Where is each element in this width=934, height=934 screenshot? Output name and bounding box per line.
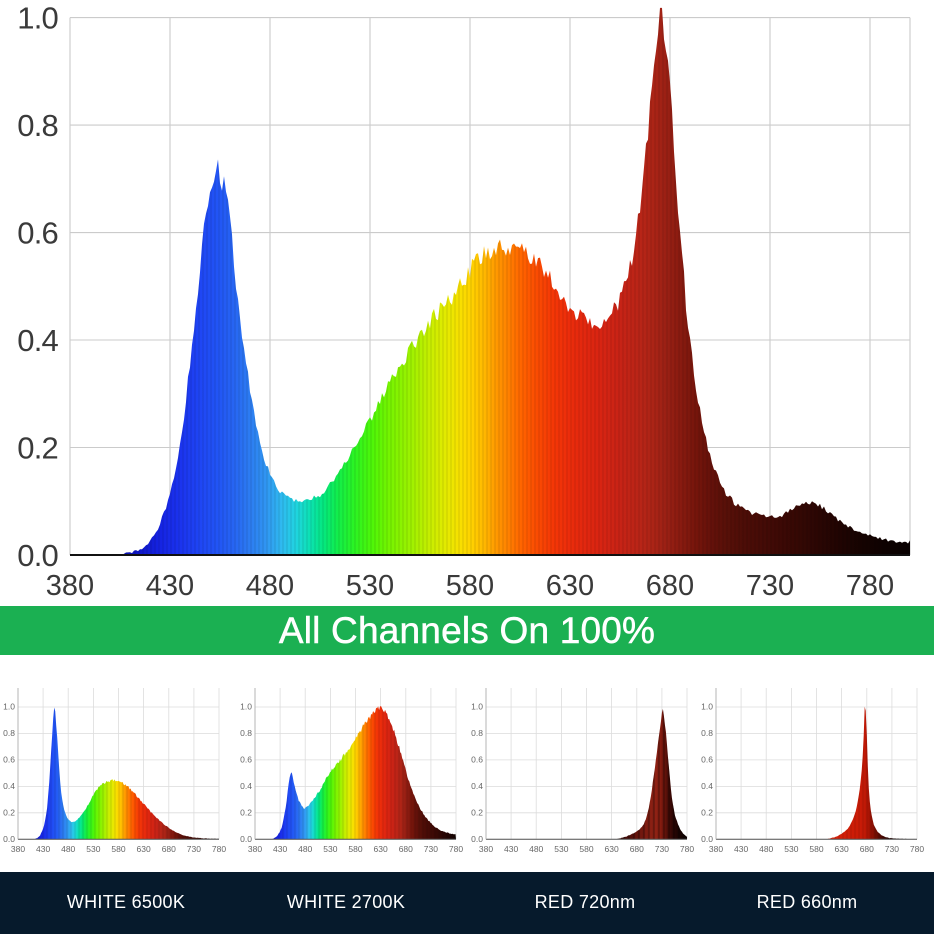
svg-text:680: 680 [399, 844, 413, 854]
svg-text:1.0: 1.0 [471, 702, 483, 712]
svg-text:530: 530 [346, 570, 394, 602]
svg-text:0.6: 0.6 [17, 216, 58, 251]
svg-text:630: 630 [605, 844, 619, 854]
svg-text:630: 630 [137, 844, 151, 854]
svg-text:0.8: 0.8 [701, 728, 713, 738]
svg-text:430: 430 [36, 844, 50, 854]
svg-text:480: 480 [61, 844, 75, 854]
svg-text:430: 430 [273, 844, 287, 854]
svg-text:780: 780 [449, 844, 463, 854]
svg-text:530: 530 [86, 844, 100, 854]
svg-text:0.6: 0.6 [3, 755, 15, 765]
svg-text:0.0: 0.0 [17, 538, 58, 573]
svg-text:780: 780 [910, 844, 924, 854]
svg-text:0.0: 0.0 [3, 834, 15, 844]
svg-text:580: 580 [579, 844, 593, 854]
svg-text:1.0: 1.0 [17, 1, 58, 36]
svg-text:380: 380 [248, 844, 262, 854]
svg-text:780: 780 [680, 844, 694, 854]
svg-text:0.6: 0.6 [701, 755, 713, 765]
svg-text:480: 480 [759, 844, 773, 854]
svg-text:380: 380 [709, 844, 723, 854]
svg-text:630: 630 [374, 844, 388, 854]
svg-text:680: 680 [860, 844, 874, 854]
svg-text:0.2: 0.2 [471, 807, 483, 817]
svg-text:0.2: 0.2 [3, 807, 15, 817]
svg-text:780: 780 [846, 570, 894, 602]
svg-text:630: 630 [835, 844, 849, 854]
svg-text:1.0: 1.0 [240, 702, 252, 712]
svg-text:0.4: 0.4 [17, 323, 58, 358]
svg-text:0.6: 0.6 [471, 755, 483, 765]
svg-text:0.2: 0.2 [240, 807, 252, 817]
svg-text:680: 680 [630, 844, 644, 854]
svg-text:1.0: 1.0 [3, 702, 15, 712]
svg-text:0.4: 0.4 [3, 781, 15, 791]
svg-text:0.0: 0.0 [240, 834, 252, 844]
svg-text:730: 730 [187, 844, 201, 854]
svg-text:0.0: 0.0 [701, 834, 713, 844]
svg-text:430: 430 [504, 844, 518, 854]
svg-text:530: 530 [554, 844, 568, 854]
svg-text:1.0: 1.0 [701, 702, 713, 712]
svg-text:0.4: 0.4 [240, 781, 252, 791]
svg-text:0.4: 0.4 [701, 781, 713, 791]
svg-text:480: 480 [246, 570, 294, 602]
svg-text:730: 730 [746, 570, 794, 602]
svg-text:0.8: 0.8 [17, 108, 58, 143]
svg-text:780: 780 [212, 844, 226, 854]
svg-text:580: 580 [446, 570, 494, 602]
svg-text:380: 380 [11, 844, 25, 854]
svg-text:480: 480 [298, 844, 312, 854]
svg-text:0.2: 0.2 [701, 807, 713, 817]
svg-text:530: 530 [323, 844, 337, 854]
svg-text:0.0: 0.0 [471, 834, 483, 844]
svg-text:580: 580 [809, 844, 823, 854]
svg-text:0.2: 0.2 [17, 431, 58, 466]
svg-text:0.8: 0.8 [3, 728, 15, 738]
svg-text:680: 680 [646, 570, 694, 602]
svg-text:530: 530 [784, 844, 798, 854]
svg-text:380: 380 [46, 570, 94, 602]
svg-text:730: 730 [885, 844, 899, 854]
svg-text:0.6: 0.6 [240, 755, 252, 765]
svg-text:430: 430 [734, 844, 748, 854]
svg-text:380: 380 [479, 844, 493, 854]
svg-text:580: 580 [111, 844, 125, 854]
svg-text:0.8: 0.8 [471, 728, 483, 738]
svg-text:480: 480 [529, 844, 543, 854]
svg-text:430: 430 [146, 570, 194, 602]
svg-text:630: 630 [546, 570, 594, 602]
svg-text:580: 580 [348, 844, 362, 854]
svg-text:680: 680 [162, 844, 176, 854]
svg-text:730: 730 [655, 844, 669, 854]
svg-text:0.8: 0.8 [240, 728, 252, 738]
svg-text:730: 730 [424, 844, 438, 854]
svg-text:0.4: 0.4 [471, 781, 483, 791]
